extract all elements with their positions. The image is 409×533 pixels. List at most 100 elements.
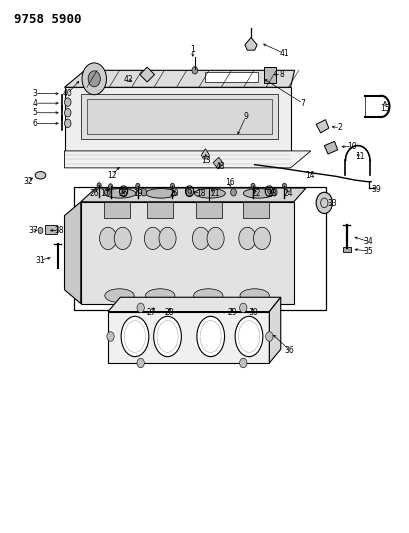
Text: 20: 20 xyxy=(169,189,179,198)
Text: 41: 41 xyxy=(279,49,288,58)
Text: 6: 6 xyxy=(32,119,37,128)
Polygon shape xyxy=(64,151,310,168)
Circle shape xyxy=(192,227,209,249)
Text: 10: 10 xyxy=(347,142,356,151)
Text: 15: 15 xyxy=(379,104,389,113)
Text: 30: 30 xyxy=(247,308,257,317)
Circle shape xyxy=(144,227,161,249)
Polygon shape xyxy=(81,188,305,202)
Text: 31: 31 xyxy=(35,256,45,265)
Circle shape xyxy=(97,183,101,188)
Text: 4: 4 xyxy=(32,99,37,108)
Polygon shape xyxy=(213,157,223,169)
Text: 26: 26 xyxy=(89,189,99,198)
Ellipse shape xyxy=(105,289,134,303)
Polygon shape xyxy=(139,67,154,82)
Ellipse shape xyxy=(196,317,224,357)
Polygon shape xyxy=(64,87,290,163)
Circle shape xyxy=(239,303,246,313)
Circle shape xyxy=(170,183,174,189)
Circle shape xyxy=(207,227,224,249)
Circle shape xyxy=(107,332,114,341)
Circle shape xyxy=(253,227,270,249)
Text: 22: 22 xyxy=(251,189,260,198)
Ellipse shape xyxy=(193,289,222,303)
Text: 8: 8 xyxy=(279,70,283,79)
Polygon shape xyxy=(81,202,293,304)
Circle shape xyxy=(114,227,131,249)
Text: 14: 14 xyxy=(305,171,314,180)
Polygon shape xyxy=(244,37,256,50)
Text: 7: 7 xyxy=(299,99,304,108)
Text: 25: 25 xyxy=(119,189,128,198)
Circle shape xyxy=(230,189,236,196)
Circle shape xyxy=(82,63,106,95)
Circle shape xyxy=(104,189,110,196)
Text: 37: 37 xyxy=(28,226,38,235)
Ellipse shape xyxy=(153,317,181,357)
Text: 13: 13 xyxy=(200,156,210,165)
Ellipse shape xyxy=(194,189,225,198)
Circle shape xyxy=(265,332,272,341)
Text: 11: 11 xyxy=(354,152,364,161)
Bar xyxy=(263,67,276,83)
Text: 5: 5 xyxy=(32,108,37,117)
Text: 23: 23 xyxy=(267,189,276,198)
Circle shape xyxy=(238,227,255,249)
Text: 12: 12 xyxy=(107,171,117,180)
Circle shape xyxy=(64,119,71,127)
Circle shape xyxy=(88,71,100,87)
Circle shape xyxy=(271,189,276,196)
Text: 9758 5900: 9758 5900 xyxy=(13,13,81,26)
Circle shape xyxy=(137,303,144,313)
Text: 16: 16 xyxy=(225,178,234,187)
Text: 32: 32 xyxy=(23,177,33,186)
Text: 36: 36 xyxy=(284,346,294,355)
Circle shape xyxy=(250,183,254,189)
Text: 38: 38 xyxy=(54,226,64,235)
Ellipse shape xyxy=(121,317,148,357)
Bar xyxy=(74,187,326,310)
Text: 28: 28 xyxy=(164,308,173,317)
Circle shape xyxy=(137,358,144,368)
Polygon shape xyxy=(64,70,294,87)
Polygon shape xyxy=(108,312,269,363)
Circle shape xyxy=(135,183,139,189)
Polygon shape xyxy=(81,94,278,139)
Ellipse shape xyxy=(145,189,176,198)
Circle shape xyxy=(99,227,116,249)
Bar xyxy=(242,202,268,217)
Text: 39: 39 xyxy=(370,185,380,194)
Circle shape xyxy=(38,227,43,233)
Text: 35: 35 xyxy=(363,247,373,256)
Circle shape xyxy=(64,98,71,107)
Bar xyxy=(343,247,350,252)
Ellipse shape xyxy=(234,317,262,357)
Ellipse shape xyxy=(239,289,269,303)
Text: 21: 21 xyxy=(209,189,219,198)
Circle shape xyxy=(159,227,175,249)
Text: 2: 2 xyxy=(337,123,342,132)
Ellipse shape xyxy=(243,189,274,198)
Text: 19: 19 xyxy=(133,189,142,198)
Text: 40: 40 xyxy=(62,89,72,98)
Bar xyxy=(196,202,222,217)
Ellipse shape xyxy=(35,172,46,179)
Text: 9: 9 xyxy=(243,112,247,122)
Circle shape xyxy=(239,358,246,368)
Text: 3: 3 xyxy=(32,89,37,98)
Circle shape xyxy=(315,192,332,214)
Polygon shape xyxy=(315,119,328,133)
Bar xyxy=(104,202,130,217)
Ellipse shape xyxy=(105,189,135,198)
Bar xyxy=(147,202,173,217)
Text: 27: 27 xyxy=(146,308,156,317)
Polygon shape xyxy=(269,297,280,363)
Text: 43: 43 xyxy=(215,163,225,171)
Text: 34: 34 xyxy=(363,237,373,246)
Circle shape xyxy=(108,184,112,189)
Circle shape xyxy=(141,189,146,196)
Text: 18: 18 xyxy=(196,189,205,198)
Polygon shape xyxy=(201,149,209,159)
Text: 17: 17 xyxy=(100,189,110,198)
